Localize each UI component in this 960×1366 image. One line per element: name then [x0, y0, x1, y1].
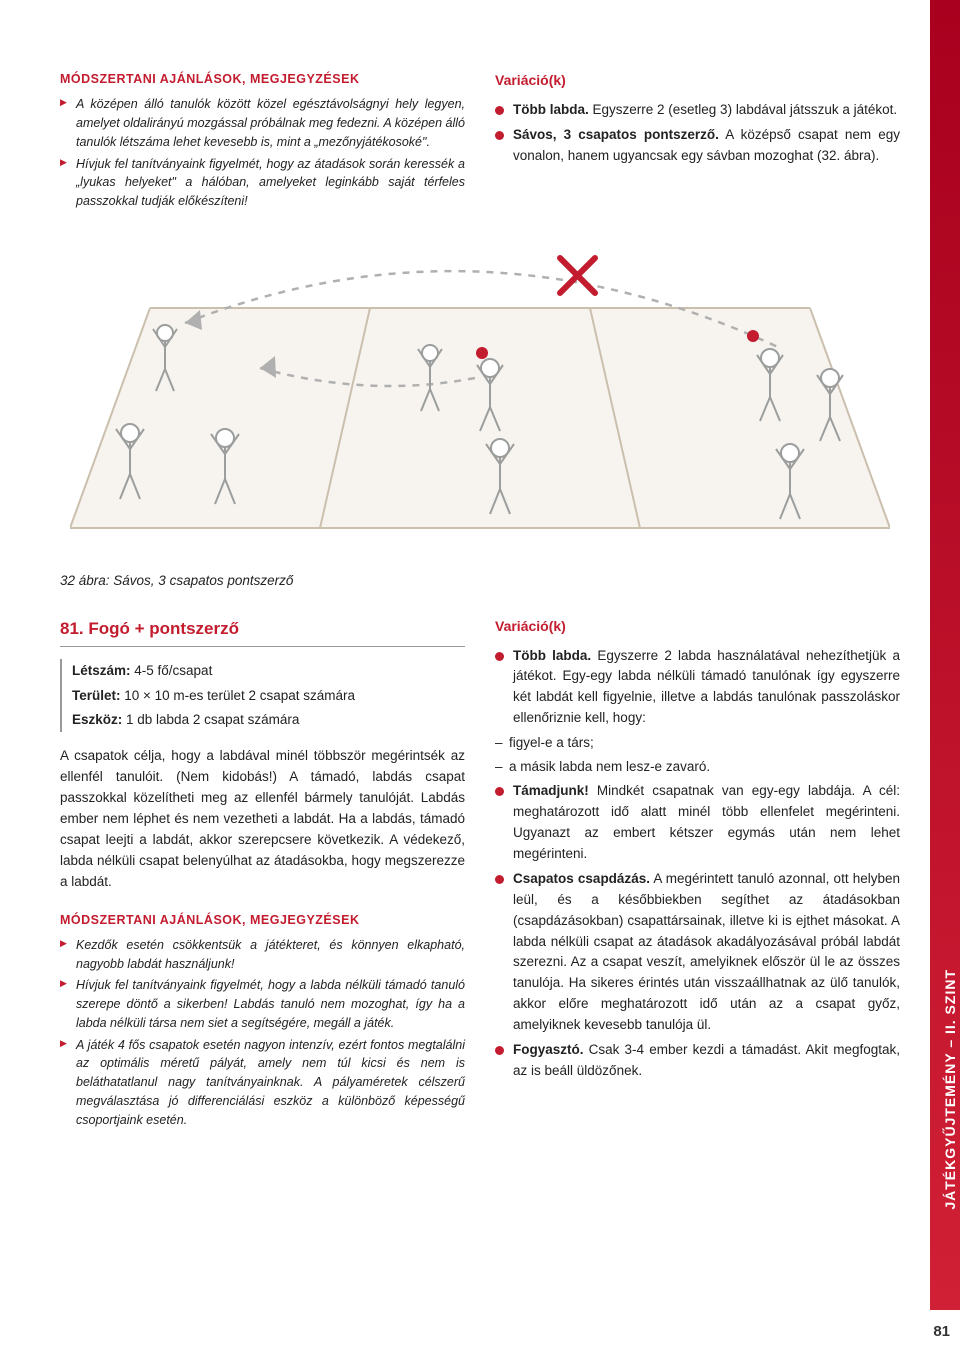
variations-header: Variáció(k) — [495, 70, 900, 92]
methodology-item: Kezdők esetén csökkentsük a játékteret, … — [60, 936, 465, 974]
spec-value: 4-5 fő/csapat — [131, 663, 213, 678]
methodology-item: A középen álló tanulók között közel egés… — [60, 95, 465, 151]
variation-item: Sávos, 3 csapatos pontszerző. A középső … — [495, 125, 900, 167]
variation-bold: Sávos, 3 csapatos pontszerző. — [513, 127, 719, 142]
spec-label: Terület: — [72, 688, 121, 703]
dash-item: a másik labda nem lesz-e zavaró. — [495, 757, 900, 778]
variations-header: Variáció(k) — [495, 616, 900, 638]
variation-item: Támadjunk! Mindkét csapatnak van egy-egy… — [495, 781, 900, 865]
spec-value: 10 × 10 m-es terület 2 csapat számára — [121, 688, 356, 703]
variation-bold: Több labda. — [513, 648, 591, 663]
game-right-col: Variáció(k) Több labda. Egyszerre 2 labd… — [495, 616, 900, 1133]
game-description: A csapatok célja, hogy a labdával minél … — [60, 746, 465, 892]
variation-bold: Csapatos csapdázás. — [513, 871, 650, 886]
game-specs: Létszám: 4-5 fő/csapat Terület: 10 × 10 … — [60, 659, 465, 732]
variation-item: Több labda. Egyszerre 2 (esetleg 3) labd… — [495, 100, 900, 121]
methodology-header: MÓDSZERTANI AJÁNLÁSOK, MEGJEGYZÉSEK — [60, 911, 465, 930]
game-title: 81. Fogó + pontszerző — [60, 616, 465, 647]
variation-bold: Több labda. — [513, 102, 589, 117]
top-right-col: Variáció(k) Több labda. Egyszerre 2 (ese… — [495, 70, 900, 214]
methodology-header: MÓDSZERTANI AJÁNLÁSOK, MEGJEGYZÉSEK — [60, 70, 465, 89]
dash-item: figyel-e a társ; — [495, 733, 900, 754]
top-columns: MÓDSZERTANI AJÁNLÁSOK, MEGJEGYZÉSEK A kö… — [60, 70, 900, 214]
methodology-item: Hívjuk fel tanítványaink figyelmét, hogy… — [60, 155, 465, 211]
variation-bold: Fogyasztó. — [513, 1042, 584, 1057]
variation-item: Fogyasztó. Csak 3-4 ember kezdi a támadá… — [495, 1040, 900, 1082]
page-content: MÓDSZERTANI AJÁNLÁSOK, MEGJEGYZÉSEK A kö… — [0, 0, 960, 1366]
spec-label: Eszköz: — [72, 712, 122, 727]
variation-bold: Támadjunk! — [513, 783, 589, 798]
variation-item: Csapatos csapdázás. A megérintett tanuló… — [495, 869, 900, 1036]
variation-text: A megérintett tanuló azonnal, ott helybe… — [513, 871, 900, 1032]
spec-value: 1 db labda 2 csapat számára — [122, 712, 299, 727]
variation-text: Egyszerre 2 (esetleg 3) labdával játsszu… — [589, 102, 897, 117]
game-left-col: 81. Fogó + pontszerző Létszám: 4-5 fő/cs… — [60, 616, 465, 1133]
diagram-svg — [70, 238, 890, 558]
methodology-item: Hívjuk fel tanítványaink figyelmét, hogy… — [60, 976, 465, 1032]
variation-item: Több labda. Egyszerre 2 labda használatá… — [495, 646, 900, 730]
spec-label: Létszám: — [72, 663, 131, 678]
game-columns: 81. Fogó + pontszerző Létszám: 4-5 fő/cs… — [60, 616, 900, 1133]
top-left-col: MÓDSZERTANI AJÁNLÁSOK, MEGJEGYZÉSEK A kö… — [60, 70, 465, 214]
illustration — [60, 238, 900, 563]
figure-caption: 32 ábra: Sávos, 3 csapatos pontszerző — [60, 573, 900, 588]
methodology-item: A játék 4 fős csapatok esetén nagyon int… — [60, 1036, 465, 1130]
